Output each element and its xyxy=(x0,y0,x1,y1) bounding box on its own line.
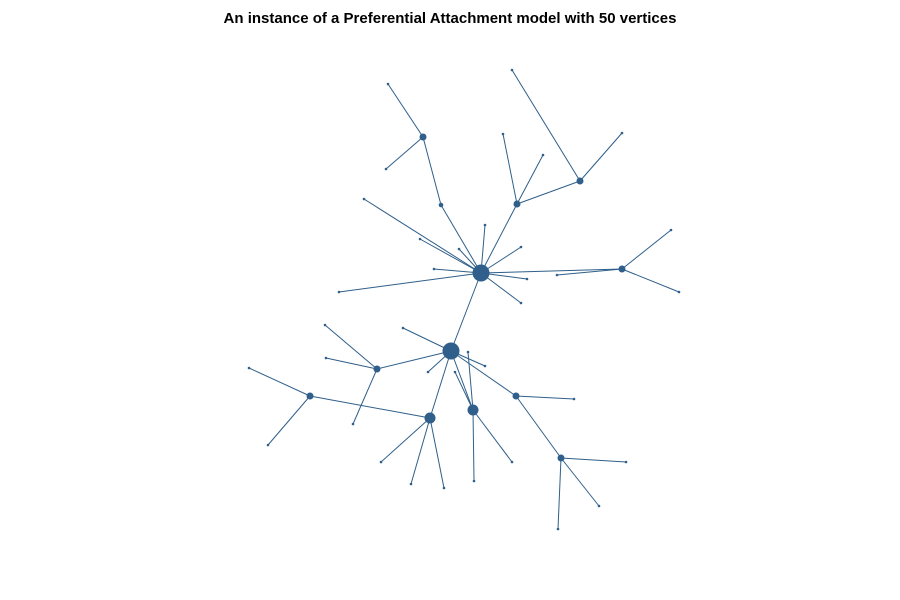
edge xyxy=(352,368,378,425)
graph-vertex xyxy=(453,370,457,374)
graph-vertex xyxy=(519,245,523,249)
edge xyxy=(511,69,581,182)
graph-vertex xyxy=(620,131,624,135)
graph-vertex xyxy=(379,460,383,464)
graph-vertex xyxy=(424,412,436,424)
edge xyxy=(450,350,517,397)
graph-vertex xyxy=(432,267,436,271)
edge xyxy=(579,132,623,182)
graph-vertex xyxy=(362,197,366,201)
edge xyxy=(387,83,424,138)
edge xyxy=(450,350,474,411)
edge xyxy=(556,268,623,276)
graph-vertex xyxy=(324,356,328,360)
edge xyxy=(516,180,581,205)
graph-vertex xyxy=(426,370,430,374)
edge xyxy=(450,272,482,352)
graph-vertex xyxy=(386,82,390,86)
edge xyxy=(557,457,562,530)
graph-vertex xyxy=(555,273,559,277)
graph-vertex xyxy=(457,247,461,251)
edge xyxy=(325,357,378,370)
plot-title: An instance of a Preferential Attachment… xyxy=(223,10,677,27)
edge xyxy=(376,350,452,370)
edge xyxy=(402,327,452,352)
graph-vertex xyxy=(669,228,673,232)
edge xyxy=(480,268,623,274)
graph-vertex xyxy=(401,326,405,330)
graph-vertex xyxy=(384,167,388,171)
edge xyxy=(472,409,475,482)
graph-vertex xyxy=(576,177,584,185)
graph-vertex xyxy=(483,223,487,227)
graph-vertex xyxy=(510,460,514,464)
edge xyxy=(515,395,575,400)
edge xyxy=(419,238,482,274)
edge xyxy=(502,133,518,205)
graph-vertex xyxy=(337,290,341,294)
graph-vertex xyxy=(572,397,576,401)
graph-vertex xyxy=(519,301,523,305)
edge xyxy=(454,371,474,411)
edge xyxy=(422,136,442,206)
graph-vertex xyxy=(541,153,545,157)
graph-vertex xyxy=(597,504,601,508)
graph-vertex xyxy=(501,132,505,136)
graph-vertex xyxy=(266,443,270,447)
graph-vertex xyxy=(512,392,520,400)
edges xyxy=(248,69,680,530)
graph-vertex xyxy=(419,133,427,141)
graph-vertex xyxy=(467,404,479,416)
graph-vertex xyxy=(510,68,514,72)
graph-vertex xyxy=(483,364,487,368)
edge xyxy=(324,324,378,370)
edge xyxy=(621,229,672,270)
edge xyxy=(560,457,600,507)
graph-vertex xyxy=(409,482,413,486)
vertices xyxy=(247,68,681,531)
graph-vertex xyxy=(618,265,626,273)
edge xyxy=(621,268,680,293)
graph-vertex xyxy=(247,366,251,370)
graph-vertex xyxy=(624,460,628,464)
graph-vertex xyxy=(472,264,490,282)
graph-vertex xyxy=(442,342,460,360)
edge xyxy=(429,417,445,489)
edge xyxy=(309,395,431,419)
graph-vertex xyxy=(525,277,529,281)
graph-vertex xyxy=(466,350,470,354)
edge xyxy=(440,204,482,274)
edge xyxy=(363,198,482,274)
edge xyxy=(467,351,474,411)
edge xyxy=(560,457,627,463)
edge xyxy=(248,367,311,397)
graph-vertex xyxy=(438,202,444,208)
graph-vertex xyxy=(557,454,565,462)
edge xyxy=(515,395,562,459)
edge xyxy=(516,154,544,205)
graph-vertex xyxy=(442,486,446,490)
edge xyxy=(380,417,431,463)
edge xyxy=(472,409,513,463)
graph-vertex xyxy=(351,422,355,426)
graph-vertex xyxy=(556,527,560,531)
edge xyxy=(410,417,431,485)
edge xyxy=(267,395,311,446)
graph-vertex xyxy=(677,290,681,294)
edge xyxy=(385,136,424,170)
graph-vertex xyxy=(373,365,381,373)
edge xyxy=(338,272,482,293)
graph-vertex xyxy=(513,200,521,208)
graph-vertex xyxy=(323,323,327,327)
edge xyxy=(480,203,518,274)
edge xyxy=(429,350,452,419)
graph-vertex xyxy=(418,237,422,241)
graph-vertex xyxy=(306,392,314,400)
graph-vertex xyxy=(472,479,476,483)
